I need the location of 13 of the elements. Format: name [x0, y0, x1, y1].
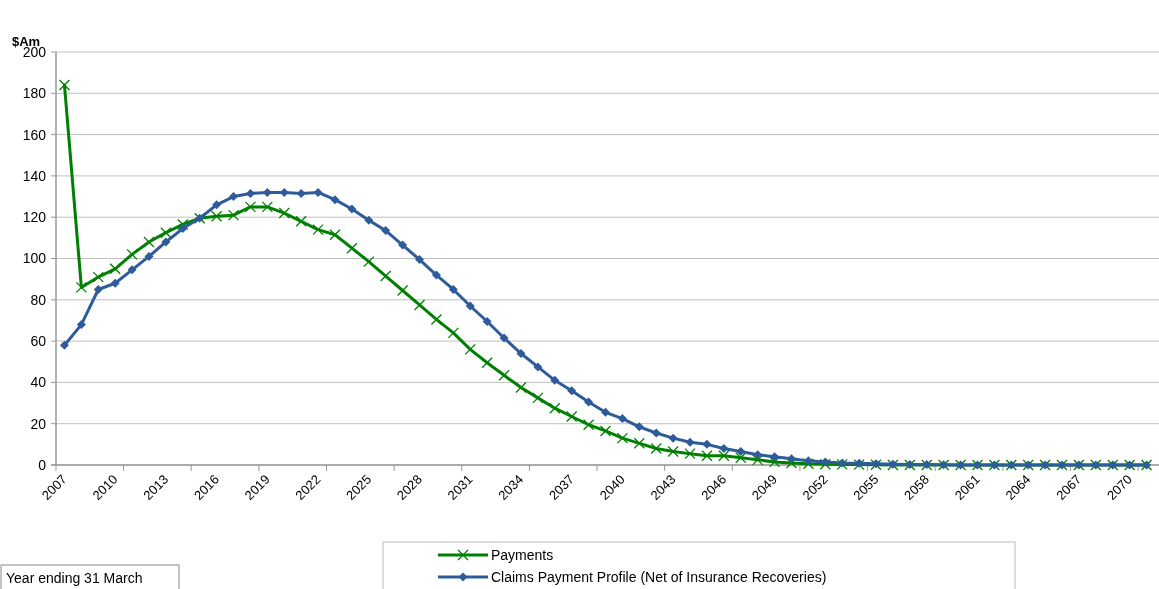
- y-tick-label: 100: [22, 250, 47, 267]
- y-tick-label: 120: [22, 209, 47, 226]
- y-tick-label: 160: [22, 126, 47, 143]
- legend-label: Payments: [491, 546, 554, 563]
- legend-label: Claims Payment Profile (Net of Insurance Recoveries): [491, 568, 827, 585]
- y-tick-label: 20: [30, 415, 47, 432]
- y-tick-label: 0: [38, 456, 47, 473]
- y-tick-label: 140: [22, 167, 47, 184]
- text: Year ending 31 March: [6, 569, 143, 586]
- y-tick-label: 80: [30, 291, 47, 308]
- y-tick-label: 40: [30, 374, 47, 391]
- y-tick-label: 60: [30, 333, 47, 349]
- y-tick-label: 180: [22, 85, 47, 102]
